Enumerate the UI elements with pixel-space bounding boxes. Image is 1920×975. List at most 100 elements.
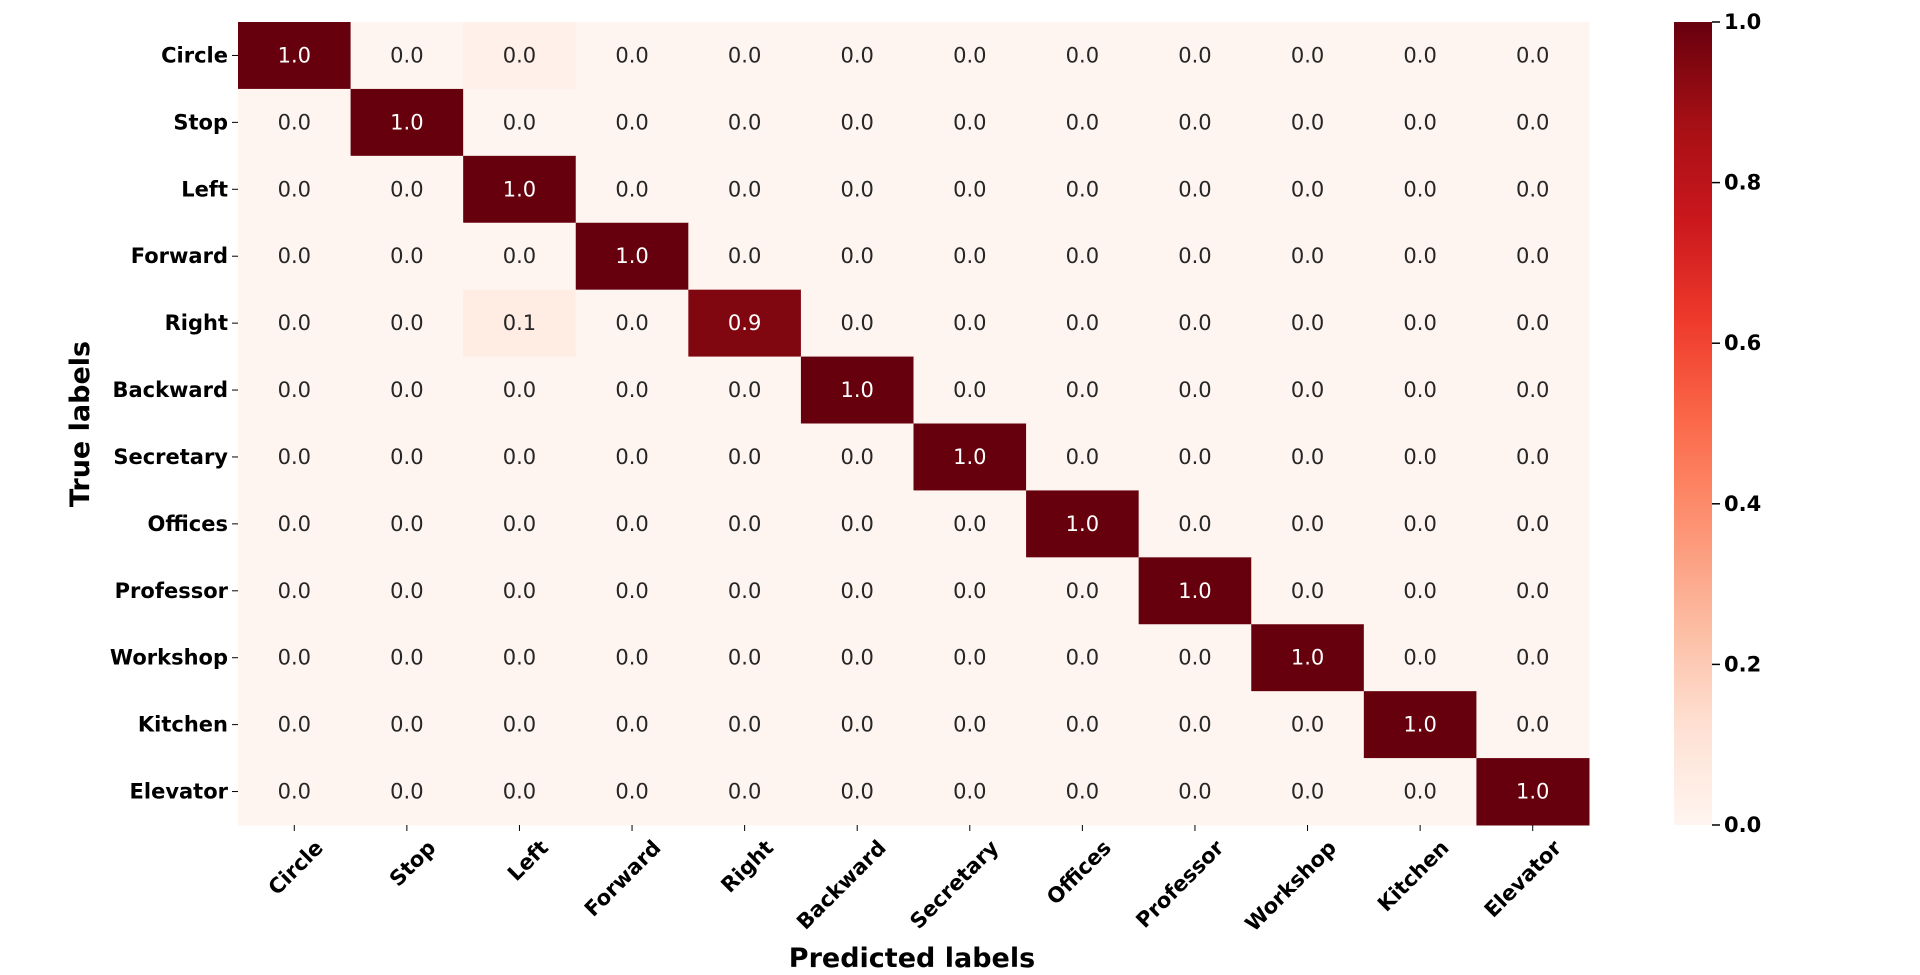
cell-value-label: 0.0 (728, 646, 761, 670)
cell-value-label: 0.0 (728, 177, 761, 201)
heatmap-cell-stop-forward (575, 88, 689, 157)
cell-value-label: 0.0 (953, 646, 986, 670)
cell-value-label: 0.0 (953, 512, 986, 536)
cell-value-label: 0.0 (953, 378, 986, 402)
cell-value-label: 0.0 (390, 713, 423, 737)
colorbar-tick-label: 0.4 (1724, 492, 1761, 516)
heatmap-cell-stop-left (463, 88, 577, 157)
heatmap-cell-kitchen-stop (350, 691, 464, 759)
heatmap-cell-elevator-workshop (1251, 758, 1365, 826)
cell-value-label: 0.0 (390, 311, 423, 335)
heatmap-cell-backward-stop (350, 356, 464, 424)
heatmap-cell-kitchen-left (463, 691, 577, 759)
x-tick-label-workshop: Workshop (1241, 836, 1341, 936)
heatmap-cell-elevator-offices (1026, 758, 1140, 826)
cell-value-label: 0.0 (278, 110, 311, 134)
x-tick-label-left: Left (503, 836, 553, 886)
cell-value-label: 0.0 (1291, 110, 1324, 134)
cell-value-label: 0.0 (1178, 177, 1211, 201)
heatmap-cell-backward-workshop (1251, 356, 1365, 424)
cell-value-label: 0.0 (841, 177, 874, 201)
heatmap-cell-left-stop (350, 155, 464, 224)
cell-value-label: 1.0 (390, 110, 423, 134)
heatmap-cell-stop-elevator (1476, 88, 1590, 157)
cell-value-label: 0.0 (1516, 512, 1549, 536)
heatmap-cell-backward-right (688, 356, 802, 424)
heatmap-cell-forward-professor (1138, 222, 1252, 291)
cell-value-label: 0.0 (1516, 378, 1549, 402)
y-tick-label-forward: Forward (131, 244, 228, 268)
cell-value-label: 0.0 (1066, 244, 1099, 268)
heatmap-cell-professor-forward (575, 557, 689, 625)
cell-value-label: 0.0 (841, 512, 874, 536)
cell-value-label: 1.0 (953, 445, 986, 469)
cell-value-label: 0.0 (953, 780, 986, 804)
y-tick-label-secretary: Secretary (113, 445, 228, 469)
heatmap-cell-secretary-elevator (1476, 423, 1590, 491)
heatmap-cell-left-offices (1026, 155, 1140, 224)
cell-value-label: 0.0 (1291, 579, 1324, 603)
cell-value-label: 0.0 (953, 311, 986, 335)
heatmap-cell-secretary-right (688, 423, 802, 491)
heatmap-cell-backward-secretary (913, 356, 1027, 424)
heatmap-cell-circle-right (688, 22, 802, 90)
heatmap-cell-backward-elevator (1476, 356, 1590, 424)
cell-value-label: 0.0 (953, 110, 986, 134)
cell-value-label: 0.0 (503, 780, 536, 804)
heatmap-cell-kitchen-elevator (1476, 691, 1590, 759)
cell-value-label: 0.0 (503, 445, 536, 469)
heatmap-cell-workshop-forward (575, 624, 689, 692)
heatmap-cell-workshop-circle (238, 624, 352, 692)
heatmap-cell-elevator-secretary (913, 758, 1027, 826)
heatmap-cell-forward-forward (575, 222, 689, 291)
cell-value-label: 0.0 (615, 311, 648, 335)
colorbar-tick-label: 1.0 (1724, 10, 1761, 34)
cell-value-label: 0.0 (1066, 378, 1099, 402)
cell-value-label: 0.0 (1403, 244, 1436, 268)
heatmap-cell-stop-offices (1026, 88, 1140, 157)
heatmap-cell-professor-stop (350, 557, 464, 625)
cell-value-label: 0.0 (390, 177, 423, 201)
heatmap-cell-right-right (688, 289, 802, 358)
cell-value-label: 0.0 (1291, 780, 1324, 804)
cell-value-label: 0.0 (1516, 445, 1549, 469)
cell-value-label: 0.0 (1178, 445, 1211, 469)
heatmap-cell-left-kitchen (1363, 155, 1477, 224)
cell-value-label: 0.0 (503, 43, 536, 67)
heatmap-cell-circle-elevator (1476, 22, 1590, 90)
cell-value-label: 0.0 (278, 713, 311, 737)
heatmap-cell-workshop-backward (800, 624, 914, 692)
cell-value-label: 0.0 (390, 579, 423, 603)
cell-value-label: 0.0 (1403, 43, 1436, 67)
heatmap-cell-stop-stop (350, 88, 464, 157)
heatmap-cell-secretary-workshop (1251, 423, 1365, 491)
cell-value-label: 1.0 (1066, 512, 1099, 536)
heatmap-cell-circle-secretary (913, 22, 1027, 90)
heatmap-cell-secretary-circle (238, 423, 352, 491)
heatmap-cell-left-secretary (913, 155, 1027, 224)
cell-value-label: 0.0 (1178, 378, 1211, 402)
cell-value-label: 0.0 (1403, 780, 1436, 804)
cell-value-label: 0.0 (1178, 311, 1211, 335)
cell-value-label: 0.0 (1516, 177, 1549, 201)
cell-value-label: 0.0 (1403, 512, 1436, 536)
cell-value-label: 1.0 (841, 378, 874, 402)
heatmap-cell-professor-elevator (1476, 557, 1590, 625)
heatmap-cell-workshop-offices (1026, 624, 1140, 692)
cell-value-label: 0.0 (503, 713, 536, 737)
heatmap-cell-workshop-elevator (1476, 624, 1590, 692)
heatmap-cell-elevator-professor (1138, 758, 1252, 826)
heatmap-cell-left-workshop (1251, 155, 1365, 224)
y-tick-label-elevator: Elevator (130, 780, 229, 804)
heatmap-cell-circle-forward (575, 22, 689, 90)
heatmap-cell-professor-backward (800, 557, 914, 625)
cell-value-label: 0.0 (728, 110, 761, 134)
heatmap-cell-kitchen-backward (800, 691, 914, 759)
heatmap-cell-forward-offices (1026, 222, 1140, 291)
cell-value-label: 0.0 (953, 43, 986, 67)
cell-value-label: 0.0 (1178, 43, 1211, 67)
heatmap-cell-stop-circle (238, 88, 352, 157)
y-tick-label-right: Right (165, 311, 228, 335)
cell-value-label: 0.0 (1178, 713, 1211, 737)
